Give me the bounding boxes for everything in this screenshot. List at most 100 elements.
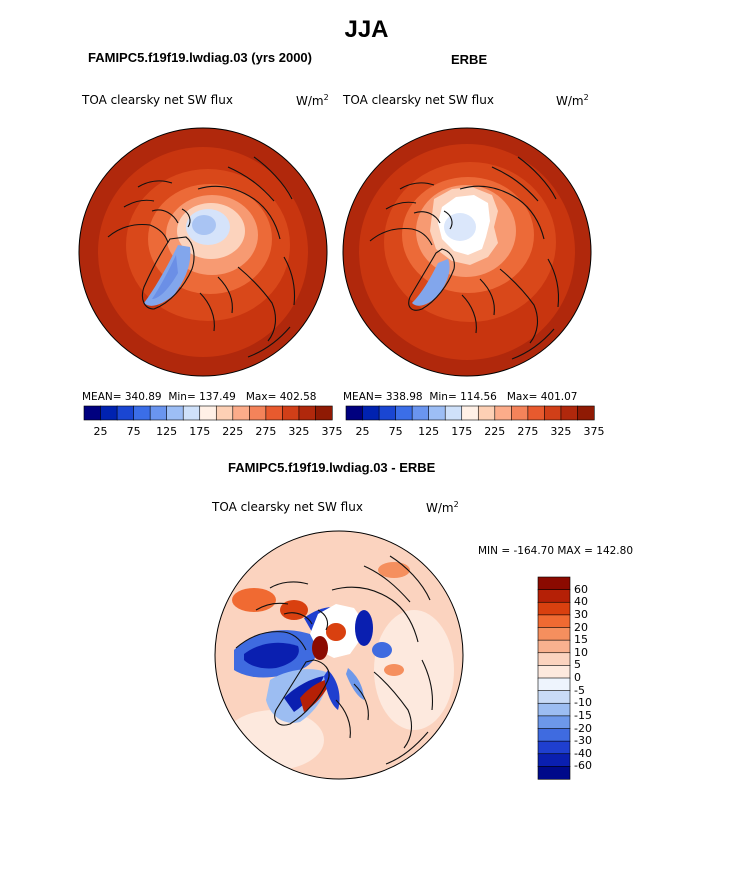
diff-colorbar-swatch bbox=[537, 702, 571, 717]
model-colorbar-swatch bbox=[265, 405, 283, 421]
model-colorbar-tick-label: 75 bbox=[126, 425, 141, 438]
diff-positive-patch-east bbox=[384, 664, 404, 676]
obs-colorbar-tick-label: 75 bbox=[388, 425, 403, 438]
model-colorbar-swatch bbox=[215, 405, 234, 421]
obs-colorbar-swatch bbox=[345, 405, 364, 421]
model-colorbar-swatch bbox=[249, 405, 267, 421]
diff-colorbar-tick-label: -15 bbox=[574, 708, 592, 722]
diff-colorbar-swatch bbox=[537, 601, 571, 616]
diff-negative-east-ring bbox=[355, 610, 373, 646]
obs-colorbar-swatch bbox=[494, 405, 512, 421]
obs-colorbar-tick-label: 325 bbox=[550, 425, 572, 438]
diff-positive-patch-1 bbox=[232, 588, 276, 612]
diff-positive-patch-3 bbox=[378, 562, 410, 578]
obs-map-border bbox=[342, 127, 592, 377]
model-colorbar-swatch bbox=[199, 405, 217, 421]
diff-negative-west-core bbox=[244, 642, 299, 669]
diff-colorbar-swatch bbox=[537, 639, 571, 654]
obs-colorbar bbox=[345, 405, 595, 421]
model-units-label: W/m2 bbox=[296, 93, 329, 108]
model-colorbar-swatch bbox=[100, 405, 118, 421]
obs-coastlines bbox=[369, 156, 560, 360]
diff-colorbar-tick-label: -40 bbox=[574, 746, 592, 760]
obs-colorbar-swatch bbox=[527, 405, 545, 421]
diff-colorbar-tick-label: 5 bbox=[574, 658, 581, 672]
obs-colorbar-swatch bbox=[560, 405, 579, 421]
obs-colorbar-swatch bbox=[378, 405, 397, 421]
diff-colorbar-ticks: 60 40 30 20 15 10 5 0 -5 -10 -15 -20 -30 -40 -60 bbox=[574, 577, 614, 779]
diff-colorbar-tick-label: -20 bbox=[574, 721, 592, 735]
model-colorbar-ticks: 25 75 125 175 225 275 325 375 bbox=[84, 425, 343, 441]
diff-colorbar-swatch bbox=[537, 589, 571, 603]
diff-field-east bbox=[374, 610, 454, 730]
model-colorbar-swatch bbox=[298, 405, 317, 421]
obs-field-core bbox=[444, 213, 476, 241]
diff-minmax: MIN = -164.70 MAX = 142.80 bbox=[478, 545, 633, 557]
model-colorbar-tick-label: 375 bbox=[321, 425, 343, 438]
model-coastlines bbox=[107, 156, 296, 358]
diff-colorbar-tick-label: 15 bbox=[574, 633, 588, 647]
model-variable-label: TOA clearsky net SW flux bbox=[82, 93, 233, 107]
model-stats: MEAN= 340.89 Min= 137.49 Max= 402.58 bbox=[82, 391, 317, 403]
diff-colorbar-tick-label: -10 bbox=[574, 696, 592, 710]
model-colorbar-swatch bbox=[315, 405, 333, 421]
model-field-core bbox=[192, 215, 216, 235]
model-colorbar-swatch bbox=[116, 405, 135, 421]
obs-colorbar-tick-label: 125 bbox=[418, 425, 440, 438]
obs-polar-map bbox=[342, 127, 592, 377]
diff-colorbar-tick-label: 40 bbox=[574, 595, 588, 609]
model-colorbar-swatch bbox=[149, 405, 168, 421]
model-colorbar-swatch bbox=[232, 405, 250, 421]
model-map-border bbox=[78, 127, 328, 377]
diff-colorbar-swatch bbox=[537, 728, 571, 742]
diff-colorbar-tick-label: 20 bbox=[574, 620, 588, 634]
diff-colorbar-tick-label: 30 bbox=[574, 607, 588, 621]
model-colorbar bbox=[83, 405, 333, 421]
diff-colorbar-swatch bbox=[537, 652, 571, 666]
obs-colorbar-swatch bbox=[411, 405, 430, 421]
obs-colorbar-swatch bbox=[444, 405, 463, 421]
diff-colorbar-swatch bbox=[537, 576, 571, 591]
model-colorbar-tick-label: 125 bbox=[156, 425, 178, 438]
diff-colorbar-swatch bbox=[537, 677, 571, 692]
diff-colorbar-swatch bbox=[537, 753, 571, 767]
diff-coastlines bbox=[235, 555, 434, 765]
obs-variable-label: TOA clearsky net SW flux bbox=[343, 93, 494, 107]
obs-colorbar-swatch bbox=[428, 405, 446, 421]
model-colorbar-tick-label: 175 bbox=[189, 425, 211, 438]
obs-colorbar-tick-label: 175 bbox=[451, 425, 473, 438]
diff-variable-label: TOA clearsky net SW flux bbox=[212, 500, 363, 514]
diff-colorbar bbox=[537, 576, 571, 780]
model-colorbar-tick-label: 275 bbox=[255, 425, 277, 438]
diff-colorbar-tick-label: 10 bbox=[574, 645, 588, 659]
diff-colorbar-tick-label: 0 bbox=[574, 671, 581, 684]
diff-colorbar-tick-label: -60 bbox=[574, 759, 592, 773]
diff-colorbar-swatch bbox=[537, 614, 571, 629]
obs-colorbar-swatch bbox=[477, 405, 496, 421]
obs-colorbar-tick-label: 375 bbox=[583, 425, 605, 438]
diff-colorbar-swatch bbox=[537, 665, 571, 679]
diff-colorbar-swatch bbox=[537, 690, 571, 704]
obs-greenland-low bbox=[412, 259, 450, 306]
model-colorbar-tick-label: 25 bbox=[93, 425, 108, 438]
diff-positive-greenland-streak bbox=[300, 678, 332, 712]
obs-colorbar-swatch bbox=[577, 405, 595, 421]
diff-colorbar-swatch bbox=[537, 766, 571, 780]
model-panel-title: FAMIPC5.f19f19.lwdiag.03 (yrs 2000) bbox=[88, 50, 312, 65]
diff-colorbar-tick-label: -30 bbox=[574, 734, 592, 748]
diff-center-positive bbox=[326, 623, 346, 641]
model-colorbar-swatch bbox=[133, 405, 151, 421]
diff-units-label: W/m2 bbox=[426, 500, 459, 515]
diff-colorbar-swatch bbox=[537, 627, 571, 641]
obs-colorbar-swatch bbox=[544, 405, 562, 421]
obs-colorbar-swatch bbox=[395, 405, 413, 421]
model-polar-map bbox=[78, 127, 328, 377]
obs-colorbar-tick-label: 225 bbox=[484, 425, 506, 438]
diff-colorbar-swatch bbox=[537, 740, 571, 755]
diff-colorbar-swatch bbox=[537, 715, 571, 730]
model-colorbar-swatch bbox=[182, 405, 201, 421]
obs-colorbar-tick-label: 275 bbox=[517, 425, 539, 438]
diff-polar-map bbox=[214, 530, 464, 780]
model-colorbar-swatch bbox=[282, 405, 300, 421]
obs-colorbar-swatch bbox=[362, 405, 380, 421]
